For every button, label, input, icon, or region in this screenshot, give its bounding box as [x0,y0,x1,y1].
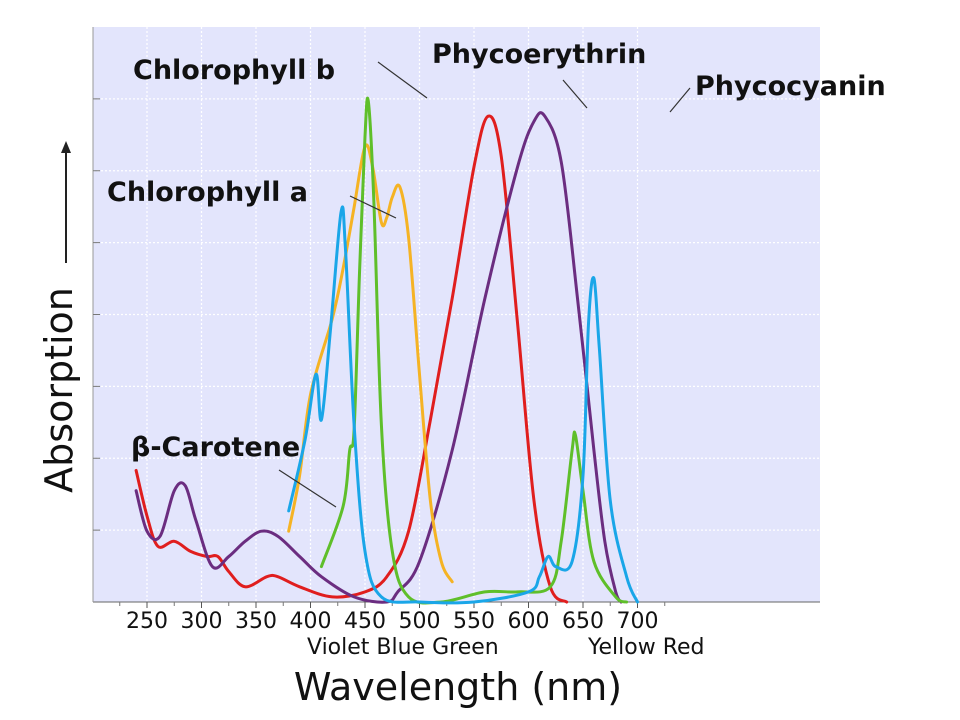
band-labels-violet-blue-green: Violet Blue Green [307,635,499,660]
x-ticks: 250 300 350 400 450 500 550 600 650 700 [119,602,666,634]
x-tick-label: 250 [126,609,168,634]
series-phycoerythrin [134,114,569,604]
y-ticks [93,98,100,531]
series-chlorophyll-a [287,205,639,605]
label-phycoerythrin: Phycoerythrin [432,39,646,70]
leader-chlorophyll-a [349,195,397,219]
label-leader-lines [278,61,691,508]
label-beta-carotene: β-Carotene [131,432,300,463]
series-chlorophyll-b [319,96,629,605]
x-tick-label: 400 [290,609,332,634]
series-lines [134,96,639,605]
grid [93,27,820,602]
y-axis-title: Absorption [37,287,81,493]
y-axis-arrow [61,141,71,263]
x-tick-label: 300 [181,609,223,634]
band-labels-yellow-red: Yellow Red [587,635,705,660]
x-tick-label: 550 [453,609,495,634]
series-carotene [287,143,454,584]
x-axis-title: Wavelength (nm) [294,665,622,709]
label-chlorophyll-a: Chlorophyll a [107,177,308,208]
y-axis-title-group: Absorption [37,287,81,493]
series-phycocyanin [134,111,623,604]
label-phycocyanin: Phycocyanin [695,71,886,102]
leader-phycoerythrin [562,79,588,109]
x-tick-label: 700 [617,609,659,634]
color-band-labels: Violet Blue Green Yellow Red [307,635,705,660]
leader-beta-carotene [278,469,337,508]
label-chlorophyll-b: Chlorophyll b [133,55,335,86]
x-tick-label: 650 [562,609,604,634]
x-tick-label: 600 [508,609,550,634]
leader-chlorophyll-b [377,61,428,99]
label-chlorophyll-b-word: Chlorophyll b [133,55,335,86]
x-tick-label: 500 [399,609,441,634]
leader-phycocyanin [669,87,691,113]
x-tick-label: 450 [344,609,386,634]
x-tick-label: 350 [235,609,277,634]
